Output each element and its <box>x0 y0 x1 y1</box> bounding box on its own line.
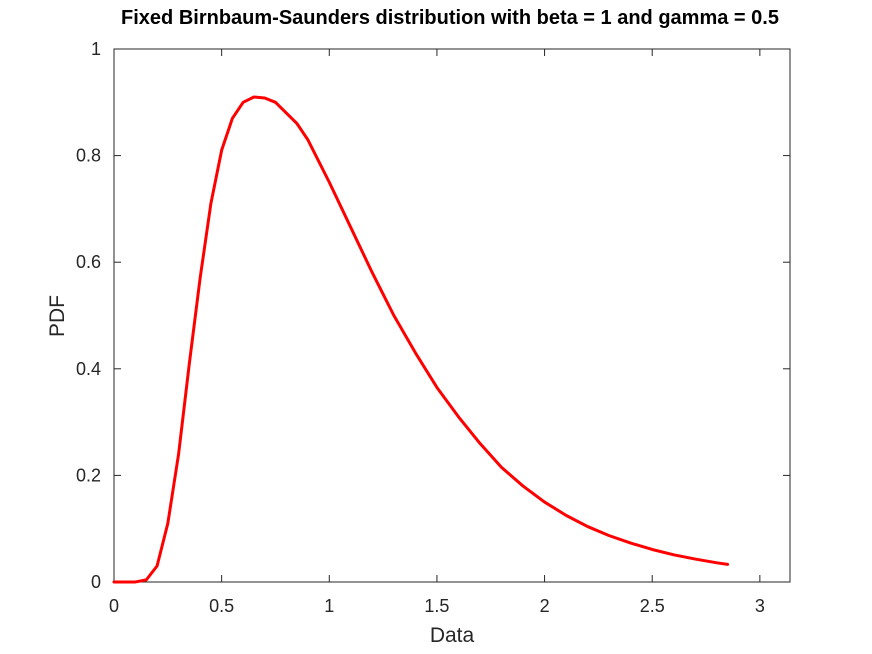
y-tick-label: 0.2 <box>76 465 101 485</box>
plot-area <box>112 95 730 584</box>
y-tick-label: 0.6 <box>76 252 101 272</box>
y-tick-label: 0 <box>91 572 101 592</box>
axes-box <box>113 48 791 583</box>
y-axis-label: PDF <box>46 295 69 337</box>
x-tick-label: 0.5 <box>209 596 234 616</box>
y-axis: 0 0.2 0.4 0.6 0.8 1 <box>76 39 790 592</box>
x-tick-label: 1 <box>324 596 334 616</box>
x-tick-label: 2 <box>540 596 550 616</box>
pdf-series-line <box>112 95 730 584</box>
x-axis: 0 0.5 1 1.5 2 2.5 3 <box>109 49 765 616</box>
y-tick-label: 0.4 <box>76 359 101 379</box>
x-axis-label: Data <box>430 624 475 647</box>
x-tick-label: 2.5 <box>640 596 665 616</box>
chart-title: Fixed Birnbaum-Saunders distribution wit… <box>121 7 779 29</box>
x-tick-label: 0 <box>109 596 119 616</box>
x-tick-label: 1.5 <box>424 596 449 616</box>
x-tick-label: 3 <box>755 596 765 616</box>
y-tick-label: 1 <box>91 39 101 59</box>
y-tick-label: 0.8 <box>76 146 101 166</box>
